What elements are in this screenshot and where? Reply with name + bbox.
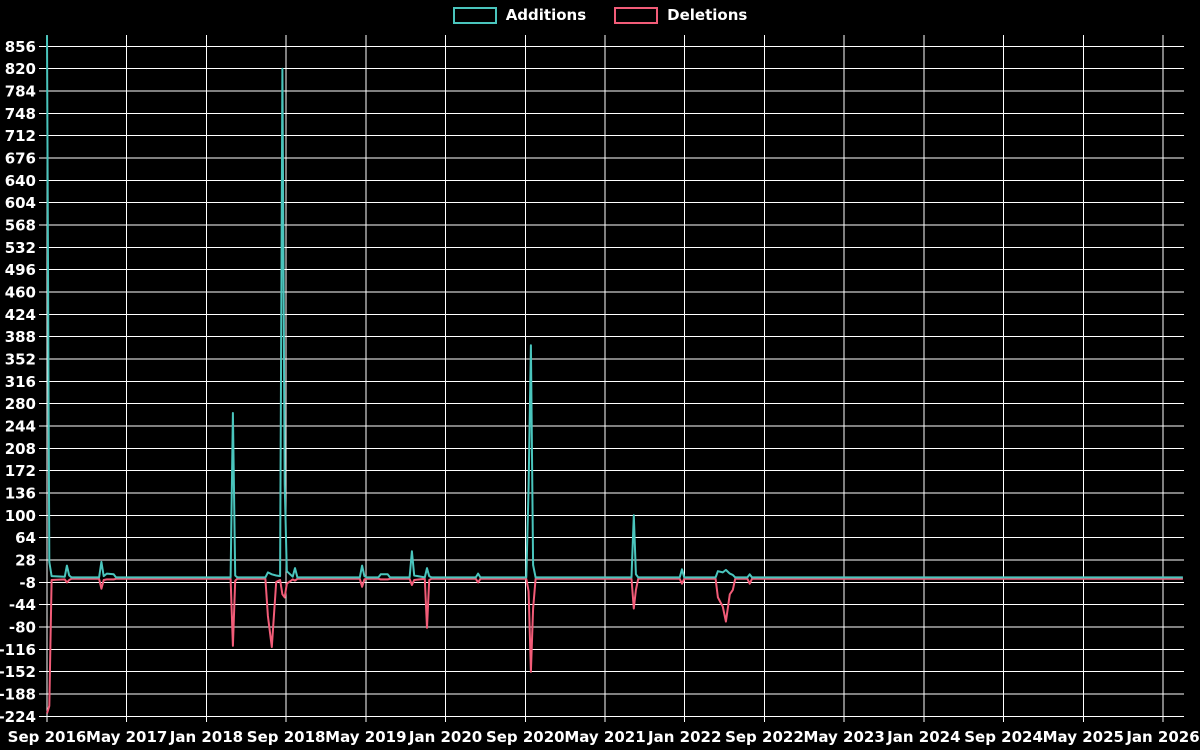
y-tick-label: 64 — [15, 529, 36, 547]
y-tick-label: 712 — [5, 127, 36, 145]
x-tick-label: Sep 2016 — [8, 728, 87, 746]
additions-swatch — [452, 6, 497, 24]
x-tick-label: Jan 2018 — [169, 728, 243, 746]
x-tick-label: May 2023 — [803, 728, 884, 746]
x-tick-label: Sep 2024 — [964, 728, 1043, 746]
x-tick-label: May 2017 — [86, 728, 167, 746]
y-tick-label: 496 — [5, 261, 36, 279]
additions-line — [46, 35, 1183, 579]
y-tick-label: 316 — [5, 373, 36, 391]
y-tick-label: 532 — [5, 239, 36, 257]
y-tick-label: -80 — [9, 618, 36, 636]
vertical-gridlines — [46, 35, 1164, 722]
y-tick-label: 748 — [5, 105, 36, 123]
y-tick-label: 244 — [5, 417, 36, 435]
x-tick-label: Sep 2020 — [486, 728, 565, 746]
x-tick-label: Sep 2022 — [725, 728, 804, 746]
y-tick-label: 676 — [5, 149, 36, 167]
x-axis-tick-labels: Sep 2016 May 2017 Jan 2018 Sep 2018 May 2019… — [8, 728, 1200, 746]
y-tick-label: 28 — [15, 551, 36, 569]
legend-label-additions: Additions — [505, 6, 587, 24]
y-tick-label: -152 — [0, 663, 36, 681]
y-tick-label: 568 — [5, 216, 36, 234]
deletions-line — [46, 577, 1183, 714]
y-tick-label: 820 — [5, 60, 36, 78]
y-tick-label: 856 — [5, 38, 36, 56]
y-axis-tick-labels: 856 820 784 748 712 676 640 604 568 532 496 460 424 3… — [0, 38, 36, 726]
y-tick-label: -224 — [0, 708, 36, 726]
y-tick-label: 352 — [5, 350, 36, 368]
x-tick-label: May 2019 — [325, 728, 406, 746]
x-tick-label: May 2025 — [1043, 728, 1124, 746]
y-tick-label: 136 — [5, 484, 36, 502]
x-tick-label: Jan 2024 — [886, 728, 960, 746]
horizontal-gridlines — [39, 45, 1184, 717]
x-tick-label: Sep 2018 — [247, 728, 326, 746]
legend-item-additions[interactable]: Additions — [452, 6, 587, 24]
data-series — [46, 35, 1183, 714]
y-tick-label: -188 — [0, 685, 36, 703]
y-tick-label: 100 — [5, 507, 36, 525]
y-tick-label: 460 — [5, 283, 36, 301]
y-tick-label: -44 — [9, 596, 36, 614]
y-tick-label: 784 — [5, 82, 36, 100]
chart-legend: Additions Deletions — [0, 6, 1200, 24]
y-tick-label: 640 — [5, 172, 36, 190]
y-tick-label: 388 — [5, 328, 36, 346]
y-tick-label: -116 — [0, 641, 36, 659]
deletions-swatch — [614, 6, 659, 24]
y-tick-label: 208 — [5, 440, 36, 458]
y-tick-label: 172 — [5, 462, 36, 480]
x-tick-label: May 2021 — [564, 728, 645, 746]
x-tick-label: Jan 2022 — [647, 728, 721, 746]
y-tick-label: 280 — [5, 395, 36, 413]
y-tick-label: 424 — [5, 306, 36, 324]
x-tick-label: Jan 2026 — [1125, 728, 1199, 746]
x-tick-label: Jan 2020 — [408, 728, 482, 746]
y-tick-label: -8 — [19, 574, 36, 592]
y-tick-label: 604 — [5, 194, 36, 212]
legend-label-deletions: Deletions — [667, 6, 748, 24]
legend-item-deletions[interactable]: Deletions — [614, 6, 747, 24]
